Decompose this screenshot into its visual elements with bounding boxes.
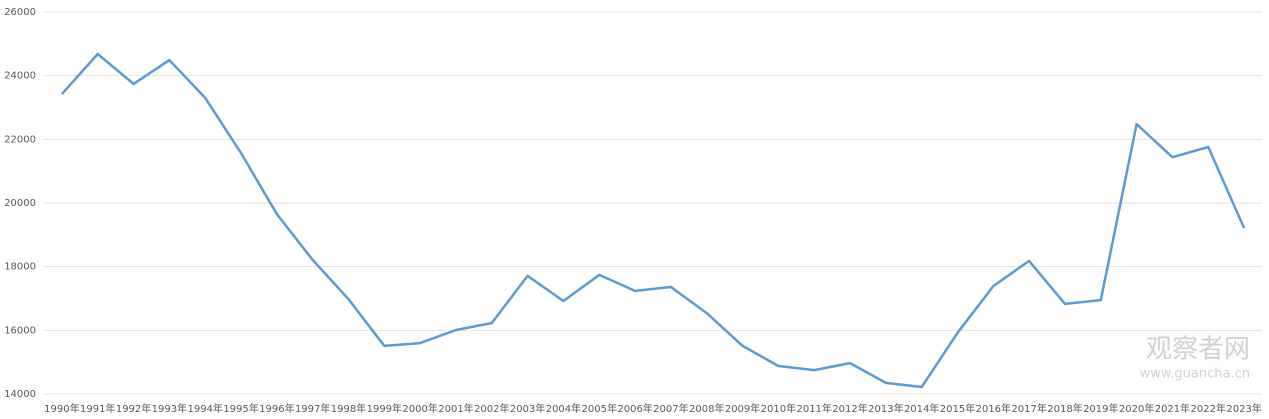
x-tick-label: 2002年: [474, 402, 509, 415]
y-tick-label: 18000: [4, 262, 36, 273]
x-tick-label: 2000年: [402, 402, 437, 415]
x-tick-label: 2016年: [976, 402, 1011, 415]
x-tick-label: 1997年: [295, 402, 330, 415]
x-tick-label: 2015年: [940, 402, 975, 415]
x-tick-label: 2006年: [617, 402, 652, 415]
x-tick-label: 2021年: [1155, 402, 1190, 415]
x-tick-label: 2008年: [689, 402, 724, 415]
x-tick-label: 2010年: [761, 402, 796, 415]
x-tick-label: 2009年: [725, 402, 760, 415]
x-tick-label: 2017年: [1011, 402, 1046, 415]
x-tick-label: 2012年: [832, 402, 867, 415]
x-tick-label: 1994年: [187, 402, 222, 415]
x-tick-label: 2001年: [438, 402, 473, 415]
x-tick-label: 1993年: [152, 402, 187, 415]
line-series: [60, 52, 1246, 389]
x-tick-label: 2007年: [653, 402, 688, 415]
x-tick-label: 1992年: [116, 402, 151, 415]
x-tick-label: 1995年: [223, 402, 258, 415]
watermark-url: www.guancha.cn: [1140, 367, 1250, 382]
y-tick-label: 16000: [4, 325, 36, 336]
x-tick-label: 2022年: [1191, 402, 1226, 415]
x-tick-label: 1998年: [331, 402, 366, 415]
x-tick-label: 2011年: [796, 402, 831, 415]
x-tick-label: 2014年: [904, 402, 939, 415]
x-tick-label: 2005年: [582, 402, 617, 415]
x-tick-label: 1999年: [367, 402, 402, 415]
watermark-name: 观察者网: [1146, 335, 1250, 365]
x-tick-label: 2004年: [546, 402, 581, 415]
y-tick-label: 20000: [4, 198, 36, 209]
x-tick-label: 2020年: [1119, 402, 1154, 415]
x-tick-label: 1996年: [259, 402, 294, 415]
y-tick-label: 14000: [4, 389, 36, 400]
x-tick-label: 2013年: [868, 402, 903, 415]
x-tick-label: 2023年: [1226, 402, 1261, 415]
x-tick-label: 2003年: [510, 402, 545, 415]
x-tick-label: 1990年: [44, 402, 79, 415]
x-tick-label: 1991年: [80, 402, 115, 415]
x-tick-label: 2018年: [1047, 402, 1082, 415]
y-tick-label: 26000: [4, 7, 36, 18]
y-tick-label: 22000: [4, 134, 36, 145]
y-tick-label: 24000: [4, 71, 36, 82]
x-tick-label: 2019年: [1083, 402, 1118, 415]
